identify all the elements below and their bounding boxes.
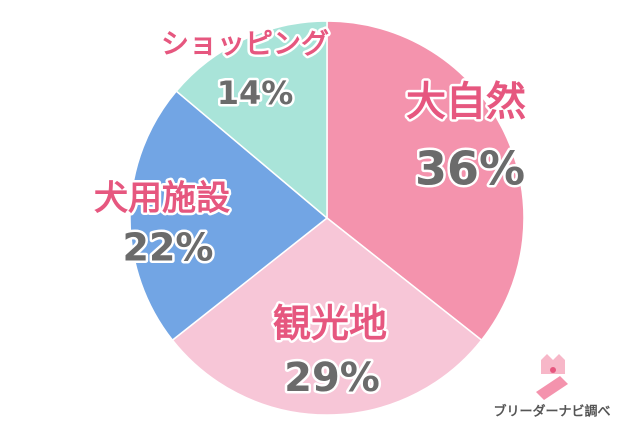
pie-slice — [171, 217, 483, 416]
source: ブリーダーナビ調べ — [493, 404, 610, 420]
logo — [536, 354, 568, 400]
value-label: 14% — [217, 74, 294, 112]
value-label: 22% — [123, 226, 214, 270]
value-label: 29% — [284, 355, 380, 401]
slice-label: 犬用施設 — [94, 179, 230, 219]
slice-label: 大自然 — [406, 79, 526, 125]
value-label: 36% — [415, 142, 525, 196]
pie-slice — [326, 20, 525, 342]
pie-slice — [175, 20, 328, 220]
slice-label: 観光地 — [273, 302, 387, 346]
pie-slice — [129, 90, 329, 342]
slice-label: ショッピング — [161, 27, 329, 60]
